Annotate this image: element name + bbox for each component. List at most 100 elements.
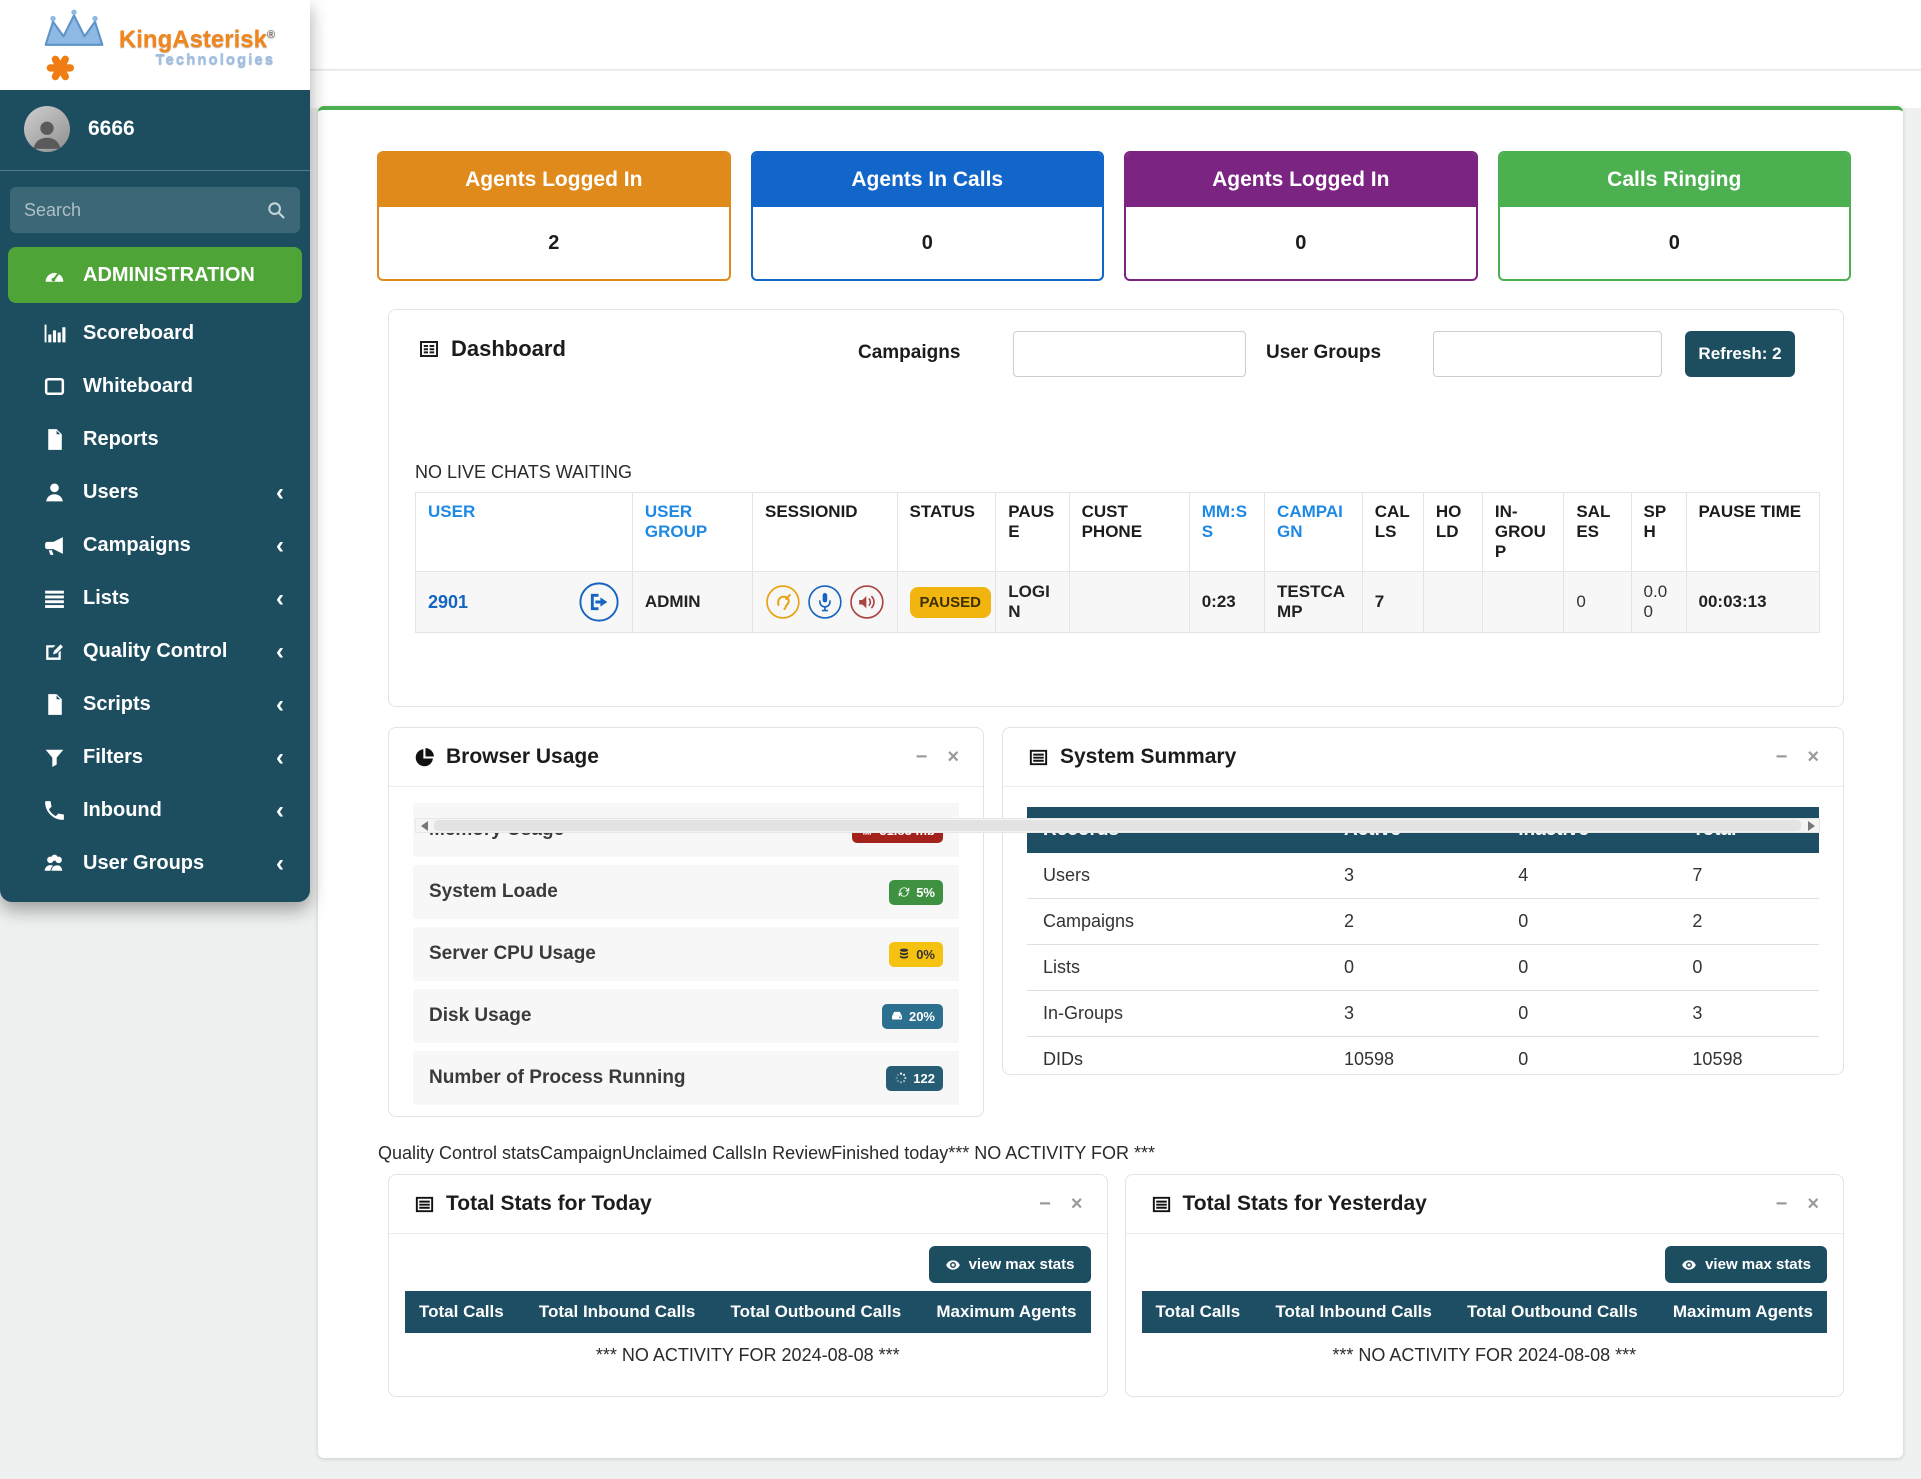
total-stats-yesterday-panel: Total Stats for Yesterday − × view max s… [1124,1174,1844,1397]
agent-user-link[interactable]: 2901 [428,591,469,612]
user-groups-input[interactable] [1433,331,1662,377]
list-item: Server CPU Usage 0% [413,927,959,981]
table-row: Campaigns 2 0 2 [1027,898,1819,945]
volume-icon[interactable] [849,581,885,623]
table-row: Lists 0 0 0 [1027,944,1819,991]
crown-asterisk-logo-icon [44,9,104,81]
stat-cards-row: Agents Logged In 2 Agents In Calls 0 Age… [318,110,1903,281]
minimize-icon[interactable]: − [1039,1193,1051,1215]
sidebar-item-reports[interactable]: Reports [0,413,310,466]
col-user-group[interactable]: USER GROUP [631,492,753,572]
list-icon [1152,1196,1170,1212]
stats-today-table-header: Total Calls Total Inbound Calls Total Ou… [405,1291,1091,1333]
sidebar-item-campaigns[interactable]: Campaigns ‹ [0,519,310,572]
minimize-icon[interactable]: − [1775,746,1788,768]
view-max-stats-button[interactable]: view max stats [1665,1246,1827,1283]
sidebar-item-users[interactable]: Users ‹ [0,466,310,519]
col-sph: SPH [1630,492,1687,572]
campaigns-label: Campaigns [858,342,961,363]
stat-card-value: 0 [921,231,933,254]
col-sessionid: SESSIONID [751,492,898,572]
sidebar-menu: ADMINISTRATION Scoreboard Whiteboard Rep… [0,247,310,890]
col-mmss[interactable]: MM:SS [1188,492,1266,572]
dashboard-panel: Dashboard Campaigns User Groups Refresh:… [388,309,1844,833]
chevron-left-icon: ‹ [276,796,284,824]
sidebar-item-filters[interactable]: Filters ‹ [0,731,310,784]
file-icon [48,694,62,715]
gauge-icon [45,270,64,282]
table-horizontal-scrollbar[interactable] [415,818,1820,833]
eye-icon [1682,1259,1696,1270]
stats-today-empty-text: *** NO ACTIVITY FOR 2024-08-08 *** [595,1345,900,1365]
microphone-icon[interactable] [807,581,843,623]
sidebar-item-scoreboard[interactable]: Scoreboard [0,307,310,360]
sidebar-item-inbound[interactable]: Inbound ‹ [0,784,310,837]
eye-icon [945,1259,960,1270]
whiteboard-icon [44,377,65,396]
col-pause-time: PAUSE TIME [1685,492,1820,572]
sidebar-username: 6666 [88,117,135,140]
close-icon[interactable]: × [1070,1193,1083,1215]
megaphone-icon [45,537,63,555]
bottom-stats-row: Total Stats for Today − × view max stats [388,1174,1844,1397]
scroll-right-arrow[interactable] [1803,819,1819,832]
sidebar-item-scripts[interactable]: Scripts ‹ [0,678,310,731]
browser-usage-rows: Memory Usage 31.83 mb System Loade 5% [389,787,983,1105]
search-icon[interactable] [265,199,287,221]
brand-subtitle: Technologies [155,50,276,68]
minimize-icon[interactable]: − [1775,1193,1788,1215]
browser-usage-panel: Browser Usage − × Memory Usage 31.83 mb [388,727,984,1117]
system-load-badge: 5% [889,879,943,905]
view-max-stats-button[interactable]: view max stats [928,1246,1091,1283]
bar-chart-icon [44,324,66,343]
stat-card-title: Agents Logged In [1126,153,1476,207]
stat-card-agents-in-calls: Agents In Calls 0 [750,151,1104,281]
sidebar-search [10,187,300,233]
disk-usage-badge: 20% [881,1003,943,1029]
scroll-left-arrow[interactable] [416,819,432,832]
col-user[interactable]: USER [415,492,633,572]
col-sales: SALES [1563,492,1632,572]
brand-name: KingAsterisk® [118,25,276,53]
agent-user-group: ADMIN [631,571,753,633]
logout-agent-icon[interactable] [578,581,620,623]
table-row: Users 3 4 7 [1027,853,1819,899]
minimize-icon[interactable]: − [915,746,928,768]
agent-in-group [1481,571,1565,633]
scrollbar-thumb[interactable] [434,820,1801,831]
campaigns-input[interactable] [1013,331,1246,377]
agent-pause: LOGIN [995,571,1070,633]
topbar-strip [310,71,1921,108]
chevron-left-icon: ‹ [276,637,284,665]
agents-table-header-row: USER USER GROUP SESSIONID STATUS PAUSE C… [415,492,1820,572]
sidebar-item-whiteboard[interactable]: Whiteboard [0,360,310,413]
close-icon[interactable]: × [1807,1193,1819,1215]
stat-card-title: Agents Logged In [379,153,729,207]
system-summary-header: System Summary − × [1003,728,1843,787]
stat-card-calls-ringing: Calls Ringing 0 [1497,151,1851,281]
mid-panels-row: Browser Usage − × Memory Usage 31.83 mb [388,727,1844,1117]
list-item: Disk Usage 20% [413,989,959,1043]
stats-yesterday-empty-text: *** NO ACTIVITY FOR 2024-08-08 *** [1332,1345,1637,1365]
sidebar-item-user-groups[interactable]: User Groups ‹ [0,837,310,890]
sidebar-item-quality-control[interactable]: Quality Control ‹ [0,625,310,678]
refresh-button[interactable]: Refresh: 2 [1685,331,1795,377]
topbar [0,0,1921,70]
sidebar-item-administration[interactable]: ADMINISTRATION [8,247,302,303]
sidebar: KingAsterisk® Technologies 6666 [0,0,310,902]
search-input[interactable] [10,187,300,233]
sidebar-item-lists[interactable]: Lists ‹ [0,572,310,625]
pie-chart-icon [415,747,434,766]
list-item: System Loade 5% [413,865,959,919]
list-item: Number of Process Running 122 [413,1051,959,1105]
listen-deaf-icon[interactable] [765,581,801,623]
stat-card-agents-logged-in: Agents Logged In 2 [377,151,731,281]
stat-card-value: 2 [548,231,560,254]
close-icon[interactable]: × [1807,746,1819,768]
close-icon[interactable]: × [947,746,959,768]
table-row: In-Groups 3 0 3 [1027,990,1819,1037]
cpu-usage-badge: 0% [889,941,943,967]
col-campaign[interactable]: CAMPAIGN [1264,492,1363,572]
stats-yesterday-title: Total Stats for Yesterday [1182,1192,1427,1215]
status-paused-badge: PAUSED [909,586,991,618]
